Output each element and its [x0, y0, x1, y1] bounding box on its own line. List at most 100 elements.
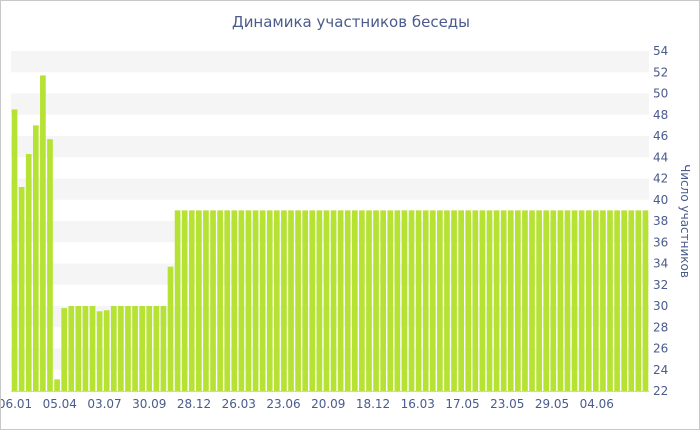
bar: [316, 210, 323, 392]
bar: [302, 210, 309, 392]
bar: [593, 210, 599, 392]
bar: [40, 75, 46, 391]
y-tick-label: 34: [653, 257, 668, 271]
bar: [11, 109, 18, 391]
bar: [266, 210, 273, 392]
bar: [500, 210, 507, 392]
x-tick-label: 29.05: [535, 397, 569, 411]
bar: [621, 210, 628, 392]
y-tick-label: 36: [653, 235, 668, 249]
bar: [465, 210, 472, 392]
bar: [380, 210, 386, 392]
bar: [585, 210, 592, 392]
bar: [281, 210, 287, 392]
bar: [18, 187, 25, 391]
x-tick-label: 20.09: [311, 397, 345, 411]
y-tick-label: 26: [653, 342, 668, 356]
bar: [635, 210, 642, 392]
bar: [96, 311, 103, 391]
bar: [181, 210, 188, 392]
bar: [47, 139, 53, 391]
y-tick-label: 44: [653, 150, 668, 164]
bar: [274, 210, 280, 392]
y-tick-label: 28: [653, 320, 668, 334]
bar: [373, 210, 379, 392]
bar: [394, 210, 401, 392]
y-tick-label: 50: [653, 87, 668, 101]
x-tick-label: 04.06: [580, 397, 614, 411]
bar: [515, 210, 521, 392]
x-tick-label: 06.01: [1, 397, 32, 411]
bar: [493, 210, 500, 392]
bar: [295, 210, 301, 392]
bar: [507, 210, 514, 392]
bar: [89, 306, 96, 391]
y-tick-label: 48: [653, 108, 668, 122]
y-tick-label: 30: [653, 299, 668, 313]
y-tick-label: 54: [653, 44, 668, 58]
bar: [642, 210, 649, 392]
bar: [174, 210, 181, 392]
x-tick-label: 16.03: [401, 397, 435, 411]
bar: [139, 306, 145, 391]
bar: [628, 210, 635, 392]
bar: [25, 154, 32, 391]
bar: [550, 210, 557, 392]
bar: [387, 210, 394, 392]
bar: [479, 210, 486, 392]
bar: [203, 210, 209, 392]
bar: [32, 125, 39, 392]
bar: [578, 210, 585, 392]
bar: [54, 379, 60, 391]
grid-band: [11, 93, 649, 115]
x-tick-label: 26.03: [222, 397, 256, 411]
bar: [252, 210, 259, 392]
bar: [614, 210, 620, 392]
bar: [188, 210, 195, 392]
bar: [366, 210, 372, 392]
grid-band: [11, 178, 649, 200]
bar: [110, 306, 117, 391]
bar: [458, 210, 464, 392]
bar: [224, 210, 231, 392]
bar: [146, 306, 153, 391]
y-tick-label: 38: [653, 214, 668, 228]
bar: [543, 210, 550, 392]
bar: [486, 210, 493, 392]
bar: [259, 210, 266, 392]
bar: [571, 210, 578, 392]
bar: [415, 210, 422, 392]
y-tick-label: 52: [653, 65, 668, 79]
bar: [564, 210, 571, 392]
y-tick-label: 46: [653, 129, 668, 143]
bar: [132, 306, 138, 391]
bar: [160, 306, 167, 391]
bar: [408, 210, 415, 392]
bar: [337, 210, 344, 392]
bar: [351, 210, 358, 392]
bar: [557, 210, 564, 392]
bar: [238, 210, 245, 392]
bar: [600, 210, 606, 392]
x-tick-label: 30.09: [132, 397, 166, 411]
bar: [529, 210, 535, 392]
bar: [472, 210, 479, 392]
y-tick-label: 32: [653, 278, 668, 292]
bar: [125, 306, 131, 391]
bar: [231, 210, 238, 392]
x-tick-label: 03.07: [87, 397, 121, 411]
y-tick-label: 42: [653, 172, 668, 186]
bar: [522, 210, 528, 392]
bar: [437, 210, 443, 392]
bar: [196, 210, 202, 392]
y-tick-label: 24: [653, 363, 668, 377]
bar: [344, 210, 351, 392]
y-tick-label: 40: [653, 193, 668, 207]
bar: [330, 210, 337, 392]
x-tick-label: 18.12: [356, 397, 390, 411]
bar: [422, 210, 429, 392]
grid-band: [11, 51, 649, 73]
bar: [451, 210, 457, 392]
